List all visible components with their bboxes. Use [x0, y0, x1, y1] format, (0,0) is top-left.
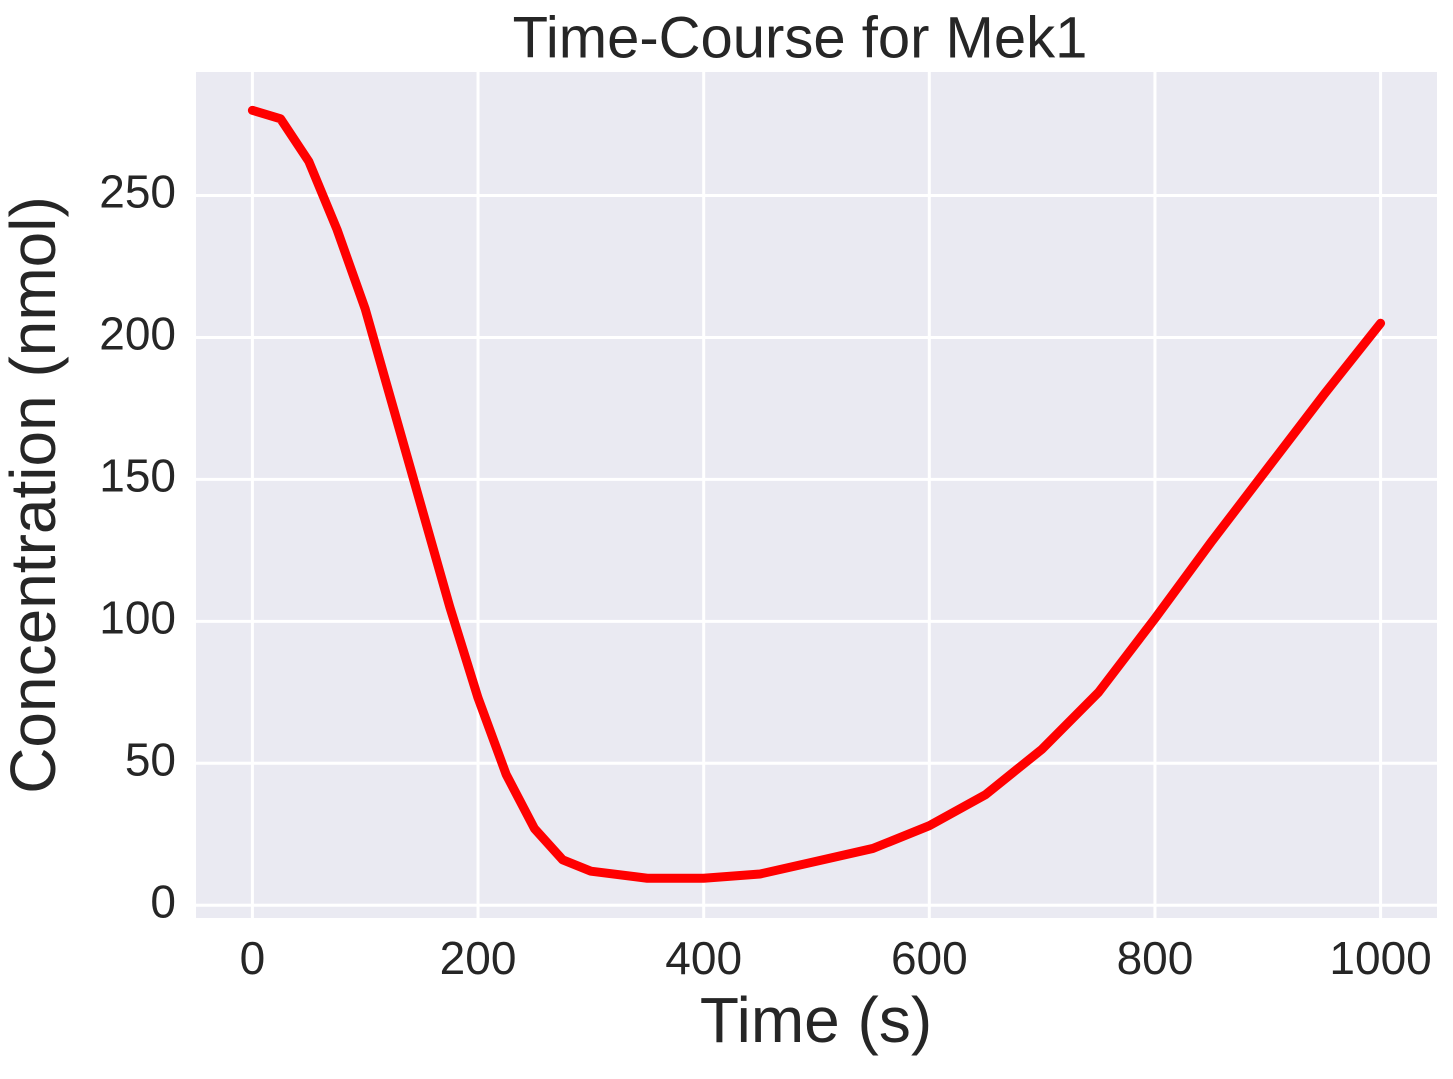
x-tick-label: 400: [665, 932, 742, 984]
y-tick-label: 100: [99, 591, 176, 643]
y-tick-label: 50: [125, 733, 176, 785]
grid: [196, 72, 1437, 918]
data-line: [247, 105, 1386, 883]
x-tick-label: 800: [1117, 932, 1194, 984]
chart-title: Time-Course for Mek1: [513, 5, 1088, 70]
x-tick-label: 1000: [1329, 932, 1431, 984]
x-axis-label: Time (s): [700, 984, 932, 1056]
x-tick-label: 600: [891, 932, 968, 984]
y-tick-label: 150: [99, 450, 176, 502]
x-tick-label: 0: [240, 932, 266, 984]
y-tick-label: 0: [150, 875, 176, 927]
plot-area: [196, 72, 1437, 918]
marks: [247, 105, 1386, 883]
y-tick-label: 200: [99, 308, 176, 360]
x-tick-label: 200: [440, 932, 517, 984]
y-axis-label: Concentration (nmol): [0, 196, 69, 794]
y-tick-label: 250: [99, 166, 176, 218]
